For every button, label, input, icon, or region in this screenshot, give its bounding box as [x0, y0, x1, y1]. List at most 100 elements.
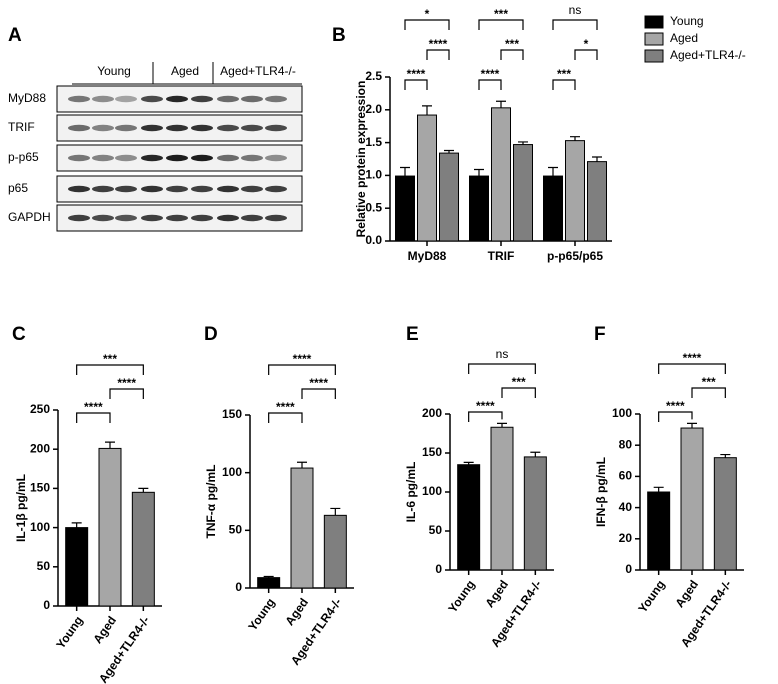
blot-band [265, 124, 287, 132]
significance-label: **** [683, 351, 702, 365]
blot-band [115, 185, 137, 193]
bar [647, 491, 671, 571]
x-tick-label: Young [245, 596, 277, 634]
error-bar [400, 166, 410, 177]
blot-band [141, 124, 163, 132]
significance-bracket [658, 411, 693, 422]
y-axis-label: TNF-α pg/mL [204, 464, 218, 538]
blot-band [115, 124, 137, 132]
blot-band [92, 214, 114, 222]
significance-label: **** [276, 400, 295, 414]
bar [457, 464, 481, 571]
blot-band [68, 95, 90, 103]
blot-panel: A [8, 25, 22, 46]
legend-swatch [644, 32, 664, 46]
blot-group-label: Aged+TLR4-/- [220, 64, 296, 78]
significance-bracket [691, 387, 726, 398]
significance-label: **** [84, 400, 103, 414]
error-bar [138, 487, 149, 493]
y-tick-label: 100 [422, 484, 442, 498]
significance-label: **** [407, 67, 426, 81]
blot-band [166, 154, 188, 162]
y-tick-label: 40 [619, 500, 633, 514]
y-tick-label: 150 [222, 407, 242, 421]
blot-band [191, 95, 213, 103]
y-tick-label: 100 [222, 465, 242, 479]
blot-row-label: p-p65 [8, 150, 39, 164]
bar [543, 175, 563, 242]
blot-band [68, 214, 90, 222]
significance-label: **** [309, 376, 328, 390]
blot-band [92, 185, 114, 193]
significance-label: **** [293, 352, 312, 366]
y-tick-label: 1.0 [365, 168, 382, 182]
legend-label: Aged [670, 31, 698, 45]
blot-band [166, 185, 188, 193]
significance-label: **** [117, 376, 136, 390]
bar [523, 456, 547, 571]
bar [469, 175, 489, 242]
x-tick-label: Aged [482, 578, 511, 611]
error-bar [720, 453, 731, 458]
y-tick-label: 0 [435, 562, 442, 576]
significance-label: **** [476, 399, 495, 413]
error-bar [653, 486, 664, 492]
significance-bracket [552, 19, 598, 30]
y-tick-label: 0 [235, 580, 242, 594]
significance-bracket [268, 412, 303, 423]
bar [565, 140, 585, 242]
bar [131, 491, 155, 607]
bar [490, 426, 514, 571]
significance-bracket [658, 363, 726, 374]
blot-row-label: GAPDH [8, 210, 51, 224]
y-tick-label: 200 [422, 406, 442, 420]
x-tick-label: Young [445, 578, 477, 616]
error-bar [263, 575, 274, 578]
y-tick-label: 0.5 [365, 200, 382, 214]
y-tick-label: 50 [429, 523, 443, 537]
bar [587, 161, 607, 242]
error-bar [497, 422, 507, 428]
y-tick-label: 200 [30, 441, 50, 455]
error-bar [570, 136, 580, 141]
panel-label: C [12, 324, 26, 345]
blot-band [141, 185, 163, 193]
y-tick-label: 20 [619, 531, 633, 545]
significance-bracket [468, 411, 503, 422]
legend-label: Aged+TLR4-/- [670, 48, 746, 62]
legend-swatch [644, 15, 664, 29]
blot-band [265, 95, 287, 103]
significance-label: *** [494, 7, 508, 21]
blot-band [68, 124, 90, 132]
blot-band [166, 124, 188, 132]
y-tick-label: 250 [30, 402, 50, 416]
panel-label: E [406, 324, 419, 345]
significance-bracket [501, 387, 536, 398]
significance-label: ns [496, 347, 509, 361]
significance-label: **** [666, 399, 685, 413]
error-bar [71, 522, 82, 528]
blot-band [241, 124, 263, 132]
blot-band [191, 214, 213, 222]
significance-bracket [76, 412, 111, 423]
bar [65, 527, 89, 607]
x-tick-label: Aged [90, 614, 119, 647]
significance-bracket [574, 49, 598, 60]
y-tick-label: 80 [619, 437, 633, 451]
blot-band [241, 154, 263, 162]
blot-band [217, 124, 239, 132]
bar [98, 447, 122, 607]
x-tick-label: p-p65/p65 [547, 249, 603, 263]
significance-label: * [584, 37, 589, 51]
bar [323, 514, 347, 589]
error-bar [592, 156, 602, 162]
y-tick-label: 2.5 [365, 69, 382, 83]
y-tick-label: 0 [43, 598, 50, 612]
blot-band [217, 154, 239, 162]
error-bar [474, 168, 484, 177]
y-tick-label: 1.5 [365, 135, 382, 149]
blot-band [166, 95, 188, 103]
error-bar [105, 441, 115, 449]
